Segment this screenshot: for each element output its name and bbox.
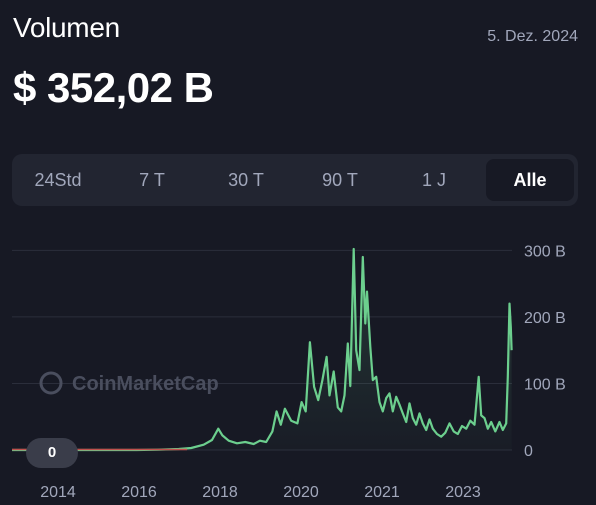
y-tick-label: 200 B bbox=[524, 310, 566, 327]
volume-area bbox=[12, 249, 512, 450]
watermark-text: CoinMarketCap bbox=[72, 373, 219, 395]
x-tick-label: 2020 bbox=[283, 484, 319, 501]
tab-24h[interactable]: 24Std bbox=[34, 170, 82, 190]
tab-1y[interactable]: 1 J bbox=[421, 170, 446, 190]
volume-value: $ 352,02 B bbox=[13, 64, 214, 111]
tab-7d[interactable]: 7 T bbox=[139, 170, 165, 190]
x-tick-label: 2021 bbox=[364, 484, 400, 501]
y-tick-label: 0 bbox=[524, 443, 533, 460]
tab-all[interactable]: Alle bbox=[486, 159, 574, 201]
current-value-pill: 0 bbox=[26, 438, 78, 468]
coinmarketcap-logo-icon bbox=[39, 371, 63, 395]
x-tick-label: 2016 bbox=[121, 484, 157, 501]
coinmarketcap-watermark: CoinMarketCap bbox=[39, 371, 219, 395]
volume-line bbox=[12, 247, 513, 452]
y-tick-label: 100 B bbox=[524, 376, 566, 393]
x-tick-label: 2014 bbox=[40, 484, 76, 501]
y-tick-label: 300 B bbox=[524, 243, 566, 260]
tab-30d[interactable]: 30 T bbox=[228, 170, 264, 190]
tab-90d[interactable]: 90 T bbox=[322, 170, 358, 190]
chart-grid bbox=[12, 249, 512, 451]
x-axis: 2014 2016 2018 2020 2021 2023 bbox=[40, 484, 481, 501]
y-axis: 300 B 200 B 100 B 0 bbox=[524, 243, 566, 460]
x-tick-label: 2018 bbox=[202, 484, 238, 501]
time-range-tabs: 24Std 7 T 30 T 90 T 1 J Alle bbox=[12, 154, 578, 206]
x-tick-label: 2023 bbox=[445, 484, 481, 501]
date-label: 5. Dez. 2024 bbox=[487, 28, 578, 45]
page-title: Volumen bbox=[13, 12, 120, 43]
